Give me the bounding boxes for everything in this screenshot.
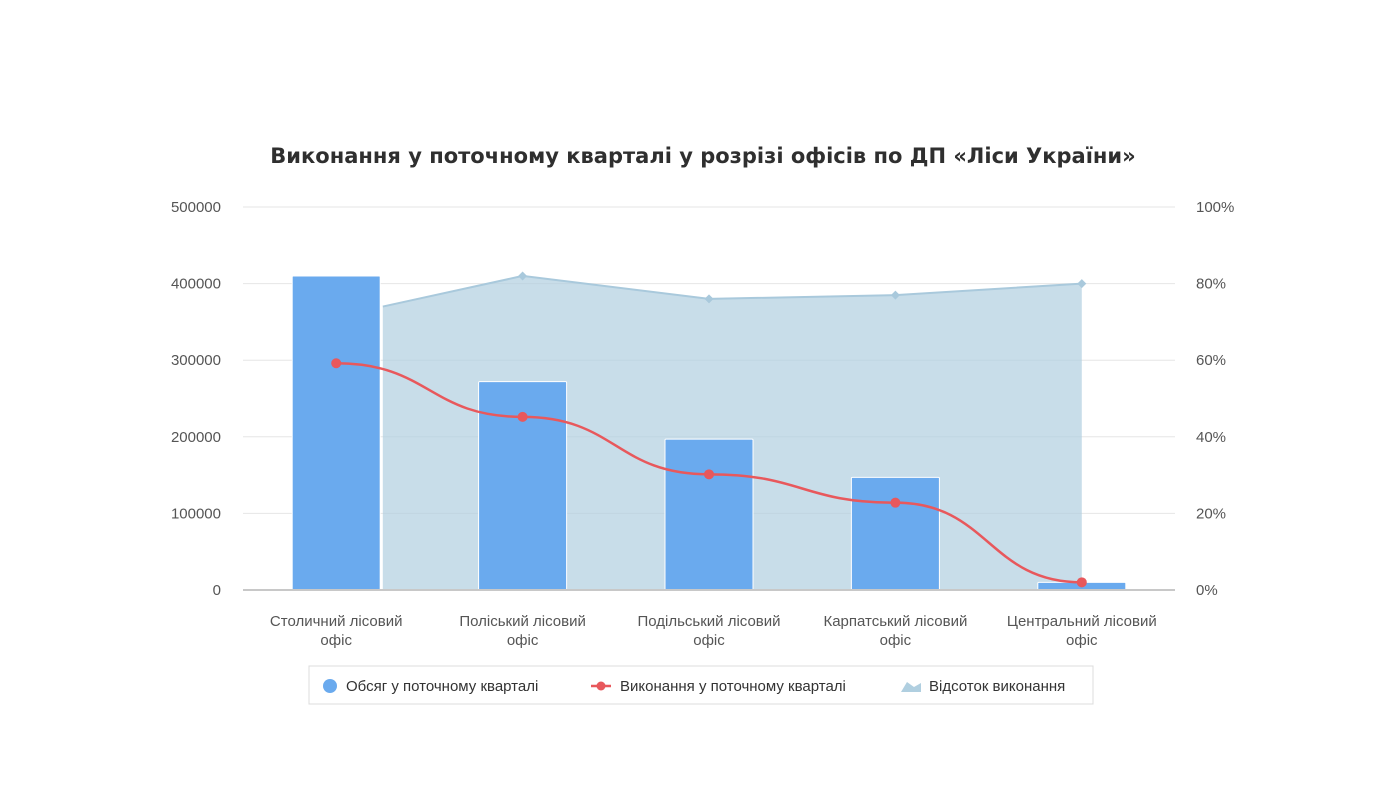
execution-line-layer [331,358,1087,588]
y-right-tick-label: 20% [1196,505,1226,522]
x-category-label: офіс [693,632,725,649]
legend-area-marker [901,682,921,692]
x-axis: Столичний лісовий офіс Поліський лісовий оф… [243,589,1175,649]
legend-bar-label[interactable]: Обсяг у поточному кварталі [346,678,538,695]
x-category-label: Подільський лісовий [637,613,780,630]
x-category-label: офіс [1066,632,1098,649]
x-category-label: Столичний лісовий [270,613,403,630]
chart-title: Виконання у поточному кварталі у розрізі… [270,144,1135,168]
y-axis-left: 500000 400000 300000 200000 100000 0 [171,199,221,599]
volume-bar[interactable] [664,438,754,591]
legend-bar-marker [323,679,337,693]
execution-point[interactable] [331,358,342,369]
percent-point [1077,279,1087,289]
execution-point[interactable] [1076,577,1087,588]
execution-point[interactable] [704,469,714,480]
volume-bar[interactable] [850,476,940,591]
execution-point[interactable] [517,411,528,422]
percent-point [704,294,714,304]
percent-point [518,271,528,281]
y-right-tick-label: 80% [1196,276,1226,293]
y-right-tick-label: 100% [1196,199,1234,216]
y-left-tick-label: 300000 [171,352,221,369]
y-left-tick-label: 100000 [171,505,221,522]
y-left-tick-label: 0 [213,582,221,599]
volume-bars-layer [291,275,1127,591]
legend-box [308,665,1094,705]
percent-point [890,290,900,300]
legend-line-dot [596,681,606,691]
x-category-label: Карпатський лісовий [823,613,967,630]
y-left-tick-label: 500000 [171,199,221,216]
y-left-tick-label: 200000 [171,429,221,446]
legend-area-label[interactable]: Відсоток виконання [929,678,1065,695]
y-right-tick-label: 40% [1196,429,1226,446]
x-category-label: офіс [507,632,539,649]
y-axis-right: 100% 80% 60% 40% 20% 0% [1196,199,1234,599]
x-category-label: Поліський лісовий [459,613,586,630]
y-right-tick-label: 0% [1196,582,1218,599]
x-category-label: Центральний лісовий [1007,613,1157,630]
volume-bar[interactable] [291,275,381,591]
x-category-label: офіс [320,632,352,649]
x-category-label: офіс [880,632,912,649]
y-right-tick-label: 60% [1196,352,1226,369]
legend: Обсяг у поточному кварталі Виконання у по… [308,665,1094,705]
execution-point[interactable] [890,497,901,508]
y-left-tick-label: 400000 [171,276,221,293]
legend-line-label[interactable]: Виконання у поточному кварталі [620,678,846,695]
